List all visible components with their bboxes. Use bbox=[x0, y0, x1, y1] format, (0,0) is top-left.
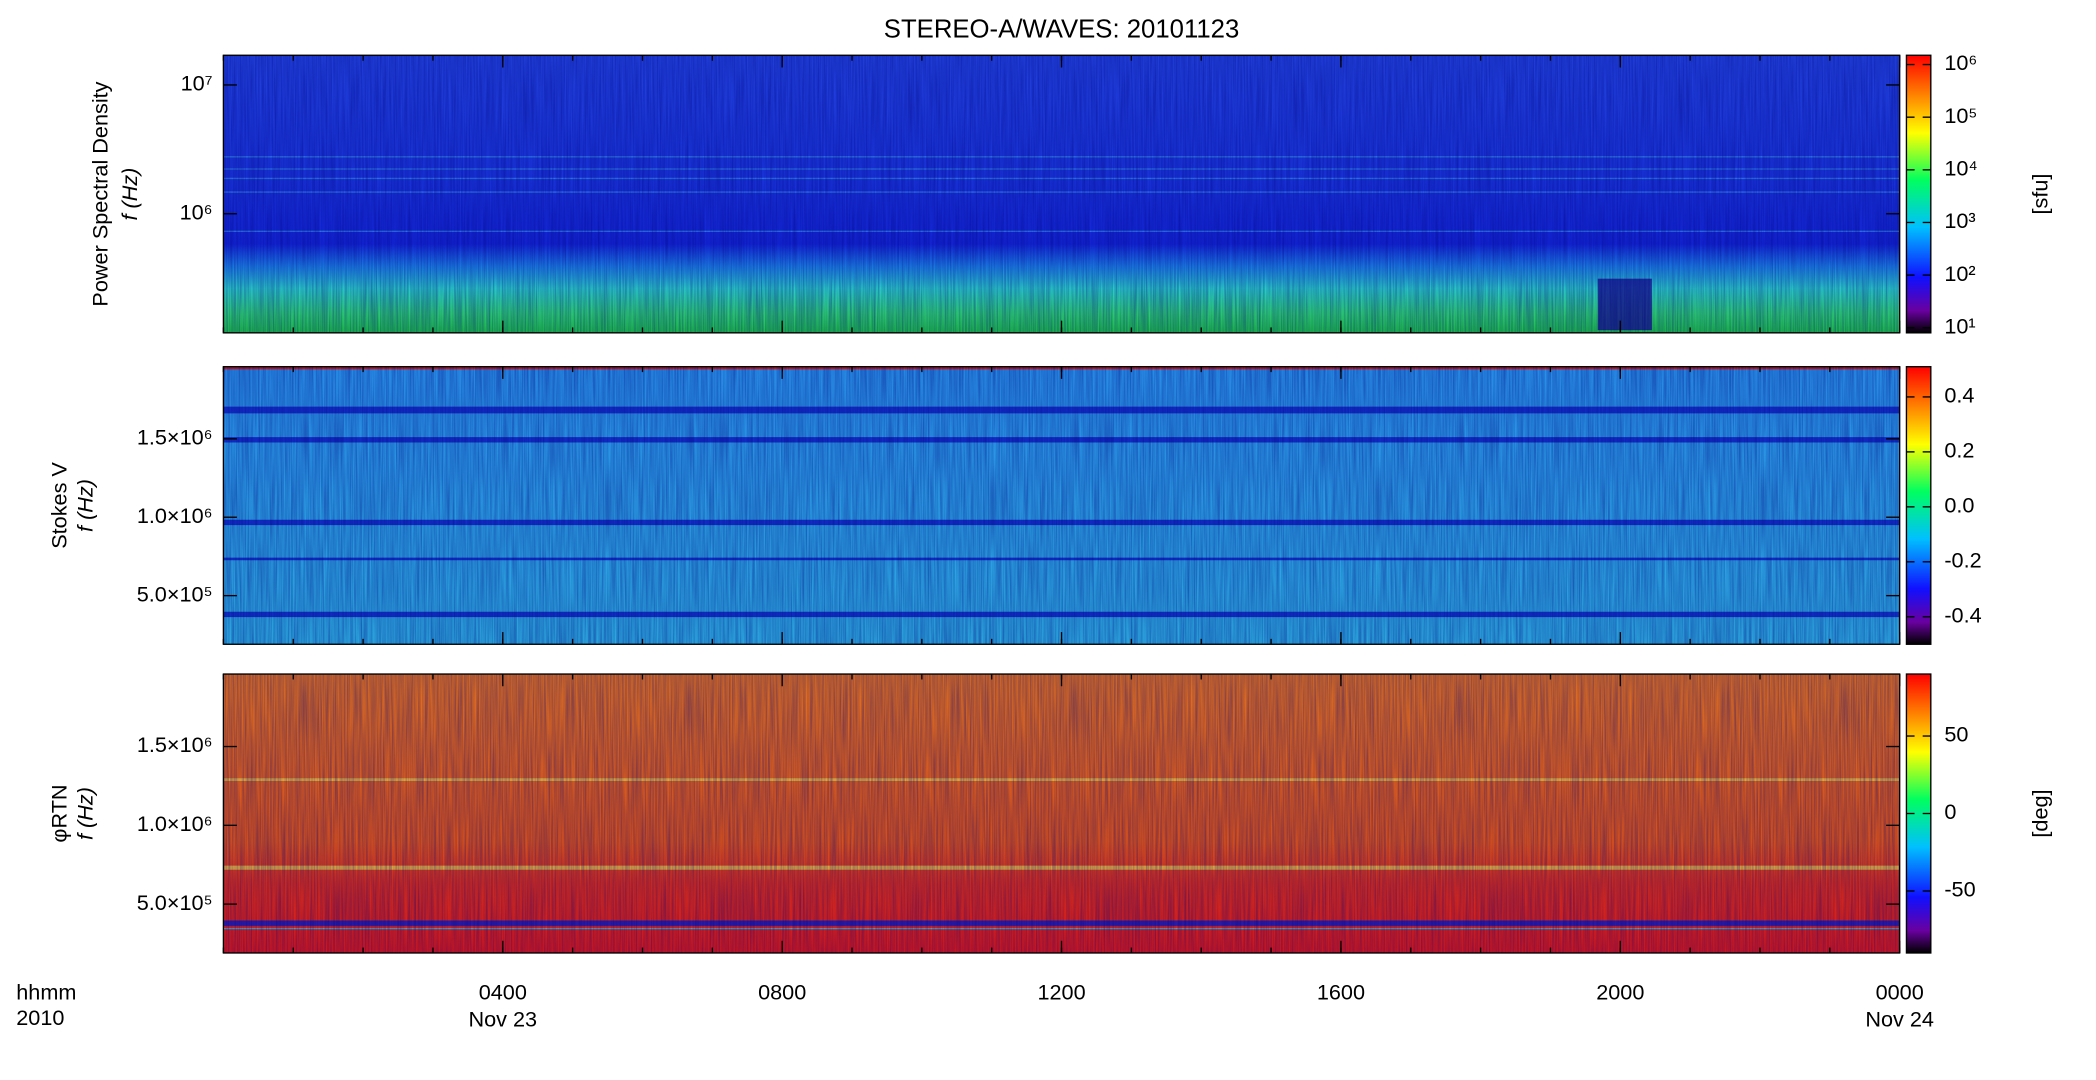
x-tick-label: 1200 bbox=[1037, 979, 1085, 1004]
texture bbox=[223, 55, 1900, 333]
y-tick-label: 5.0×10⁵ bbox=[137, 890, 213, 915]
colorbar-label: [deg] bbox=[2028, 789, 2053, 837]
colorbar-tick-label: -50 bbox=[1944, 877, 1975, 902]
y-axis-label: Power Spectral Density bbox=[87, 81, 112, 306]
colorbar bbox=[1905, 366, 1932, 645]
y-axis-label: f (Hz) bbox=[117, 168, 142, 221]
x-tick-label: 0800 bbox=[758, 979, 806, 1004]
colorbar-tick-label: 10⁶ bbox=[1944, 50, 1977, 75]
chart-title: STEREO-A/WAVES: 20101123 bbox=[884, 16, 1239, 44]
x-tick-label: 0000 bbox=[1876, 979, 1924, 1004]
y-axis-label: Stokes V bbox=[47, 462, 72, 549]
x-tick-label: 0400 bbox=[479, 979, 527, 1004]
colorbar bbox=[1905, 54, 1932, 334]
x-axis-label: 2010 bbox=[16, 1005, 64, 1030]
x-axis-label: hhmm bbox=[16, 979, 76, 1004]
colorbar-tick-label: 10³ bbox=[1944, 208, 1975, 233]
y-tick-label: 5.0×10⁵ bbox=[137, 581, 213, 606]
y-axis-label: f (Hz) bbox=[72, 787, 97, 840]
colorbar-tick-label: 10¹ bbox=[1944, 313, 1975, 338]
colorbar-tick-label: 0.0 bbox=[1944, 493, 1974, 518]
y-tick-label: 10⁷ bbox=[181, 71, 213, 96]
x-date-label: Nov 23 bbox=[468, 1006, 537, 1031]
y-tick-label: 1.0×10⁶ bbox=[137, 503, 213, 528]
colorbar-tick-label: -0.4 bbox=[1944, 602, 1981, 627]
colorbar-tick-label: 0 bbox=[1944, 799, 1956, 824]
texture bbox=[223, 674, 1900, 953]
y-tick-label: 10⁶ bbox=[180, 199, 213, 224]
colorbar-label: [sfu] bbox=[2028, 174, 2053, 215]
texture bbox=[223, 366, 1900, 645]
x-tick-label: 1600 bbox=[1317, 979, 1365, 1004]
x-tick-label: 2000 bbox=[1596, 979, 1644, 1004]
colorbar-tick-label: 10⁵ bbox=[1944, 103, 1977, 128]
y-tick-label: 1.5×10⁶ bbox=[137, 732, 213, 757]
colorbar-tick-label: 10² bbox=[1944, 261, 1975, 286]
y-tick-label: 1.5×10⁶ bbox=[137, 425, 213, 450]
colorbar-tick-label: 10⁴ bbox=[1944, 156, 1977, 181]
x-date-label: Nov 24 bbox=[1865, 1006, 1934, 1031]
colorbar-tick-label: -0.2 bbox=[1944, 548, 1981, 573]
colorbar-tick-label: 50 bbox=[1944, 722, 1968, 747]
y-axis-label: f (Hz) bbox=[72, 479, 97, 532]
colorbar-tick-label: 0.4 bbox=[1944, 383, 1974, 408]
y-axis-label: φRTN bbox=[47, 784, 72, 842]
colorbar-tick-label: 0.2 bbox=[1944, 438, 1974, 463]
y-tick-label: 1.0×10⁶ bbox=[137, 811, 213, 836]
